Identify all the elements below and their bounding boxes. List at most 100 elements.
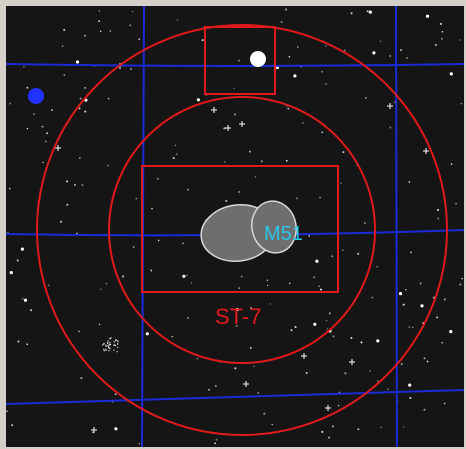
star <box>325 319 328 322</box>
star <box>157 239 160 242</box>
sparkle-star <box>211 107 217 113</box>
star <box>59 220 63 223</box>
star <box>266 279 269 281</box>
star <box>107 164 109 167</box>
star <box>436 316 439 319</box>
star <box>402 303 405 306</box>
star <box>235 307 239 312</box>
star <box>79 97 82 100</box>
star <box>400 49 402 51</box>
star <box>350 12 353 15</box>
star <box>132 246 135 248</box>
star <box>325 82 328 85</box>
cluster-star <box>101 344 104 346</box>
star <box>318 285 320 287</box>
star <box>172 157 175 160</box>
star <box>175 153 178 156</box>
star <box>357 252 360 255</box>
star <box>9 102 12 105</box>
star <box>187 189 189 191</box>
ccd-frame-rectangle <box>141 165 339 293</box>
star <box>237 190 241 194</box>
star <box>343 49 346 52</box>
star <box>250 306 252 309</box>
star <box>109 30 112 32</box>
star <box>63 28 66 31</box>
star <box>75 60 80 64</box>
star <box>441 30 444 33</box>
star <box>98 20 101 23</box>
sparkle-star <box>349 359 355 365</box>
grid-line-dec-3 <box>6 389 464 405</box>
cluster-star <box>105 349 107 351</box>
star <box>47 284 50 287</box>
star <box>319 288 323 291</box>
star <box>436 208 440 212</box>
cluster-star <box>103 348 105 351</box>
star <box>460 102 463 105</box>
star <box>328 436 331 439</box>
star-field <box>6 8 463 445</box>
star <box>342 151 345 154</box>
cluster-star <box>103 350 106 352</box>
star <box>80 377 83 380</box>
star <box>328 312 331 315</box>
sparkle-star <box>301 353 307 359</box>
star <box>98 10 101 12</box>
star <box>263 412 266 415</box>
object-label-m51: M51 <box>264 223 303 245</box>
star <box>99 288 102 290</box>
sparkle-star <box>225 125 231 131</box>
star <box>233 113 236 116</box>
star <box>293 74 297 78</box>
star <box>41 125 44 128</box>
star <box>171 335 174 338</box>
star <box>408 326 411 328</box>
star <box>61 45 64 48</box>
star <box>376 265 378 268</box>
star <box>423 408 426 411</box>
star <box>105 282 108 285</box>
star <box>400 363 403 366</box>
star <box>342 249 344 251</box>
star-chart-canvas[interactable]: M51 ST-7 <box>6 6 464 447</box>
star <box>30 309 33 312</box>
star <box>332 335 335 338</box>
bright-star[interactable] <box>250 51 266 67</box>
star <box>254 176 257 178</box>
star <box>423 357 426 360</box>
grid-line-dec-1 <box>6 63 464 67</box>
star <box>402 426 405 428</box>
cluster-star <box>105 344 107 346</box>
star <box>288 282 291 285</box>
cluster-star <box>109 338 111 340</box>
star <box>225 199 228 202</box>
star <box>186 274 188 277</box>
star <box>196 98 200 102</box>
star <box>51 109 53 111</box>
cluster-star <box>114 344 116 347</box>
star <box>420 304 424 308</box>
star <box>78 330 80 333</box>
star <box>182 274 186 278</box>
star <box>387 388 389 391</box>
star <box>156 177 159 180</box>
star <box>214 442 217 445</box>
star <box>366 10 369 13</box>
cluster-star <box>117 340 119 342</box>
star <box>99 30 102 33</box>
star <box>296 46 299 48</box>
cluster-star <box>107 340 109 342</box>
star <box>398 292 403 296</box>
star <box>214 384 217 387</box>
star <box>207 388 211 391</box>
planet-marker[interactable] <box>28 88 44 104</box>
galaxy-m51[interactable] <box>197 197 300 266</box>
star-chart-viewport[interactable]: M51 ST-7 <box>6 6 464 447</box>
star <box>368 10 372 14</box>
star <box>439 22 442 25</box>
star <box>73 183 76 186</box>
star <box>269 303 272 305</box>
star <box>302 122 304 124</box>
